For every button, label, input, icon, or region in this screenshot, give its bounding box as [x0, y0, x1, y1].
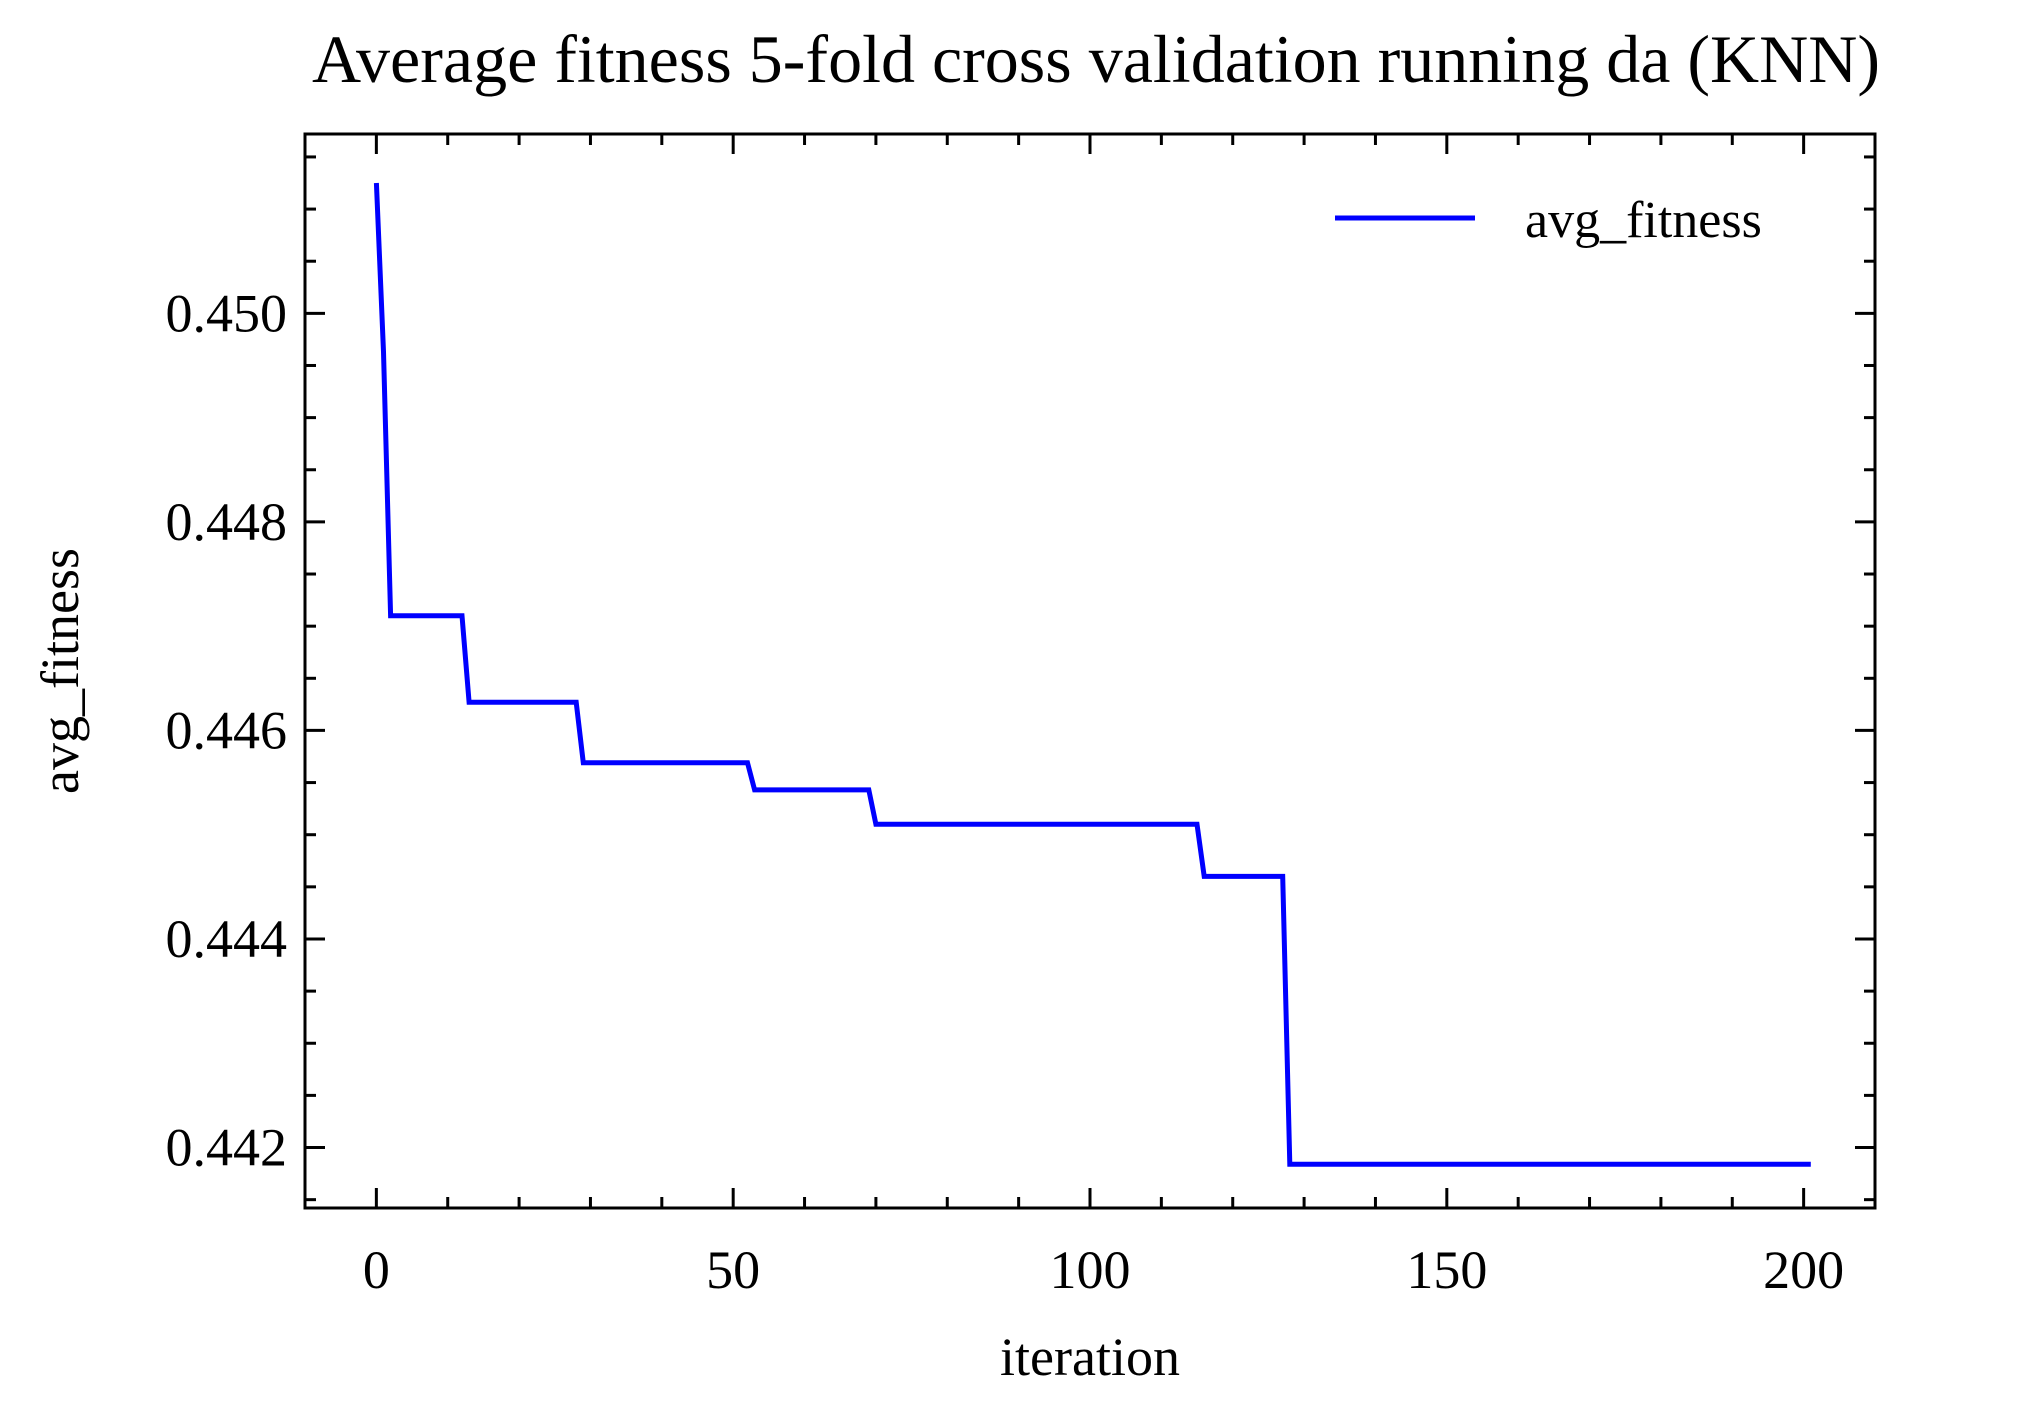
legend-label-avg-fitness: avg_fitness: [1525, 192, 1762, 249]
y-tick-label: 0.444: [166, 909, 288, 969]
x-axis: 0 50 100 150 200: [303, 134, 1877, 1300]
x-tick-label: 100: [1050, 1240, 1131, 1300]
legend: avg_fitness: [1335, 192, 1762, 249]
series-line-avg-fitness: [373, 182, 1811, 1167]
y-tick-label: 0.446: [166, 700, 288, 760]
y-tick-label: 0.448: [166, 492, 288, 552]
x-axis-label: iteration: [1000, 1327, 1180, 1387]
series-layer: [373, 182, 1811, 1167]
y-axis-label: avg_fitness: [30, 548, 90, 794]
y-tick-label: 0.442: [166, 1118, 288, 1178]
chart-title: Average fitness 5-fold cross validation …: [312, 21, 1880, 97]
x-tick-label: 0: [363, 1240, 390, 1300]
x-tick-label: 150: [1406, 1240, 1487, 1300]
x-tick-label: 50: [706, 1240, 760, 1300]
x-tick-label: 200: [1763, 1240, 1844, 1300]
y-tick-label: 0.450: [166, 283, 288, 343]
y-axis: 0.442 0.444 0.446 0.448 0.450: [166, 155, 1875, 1202]
plot-frame: [303, 132, 1877, 1210]
